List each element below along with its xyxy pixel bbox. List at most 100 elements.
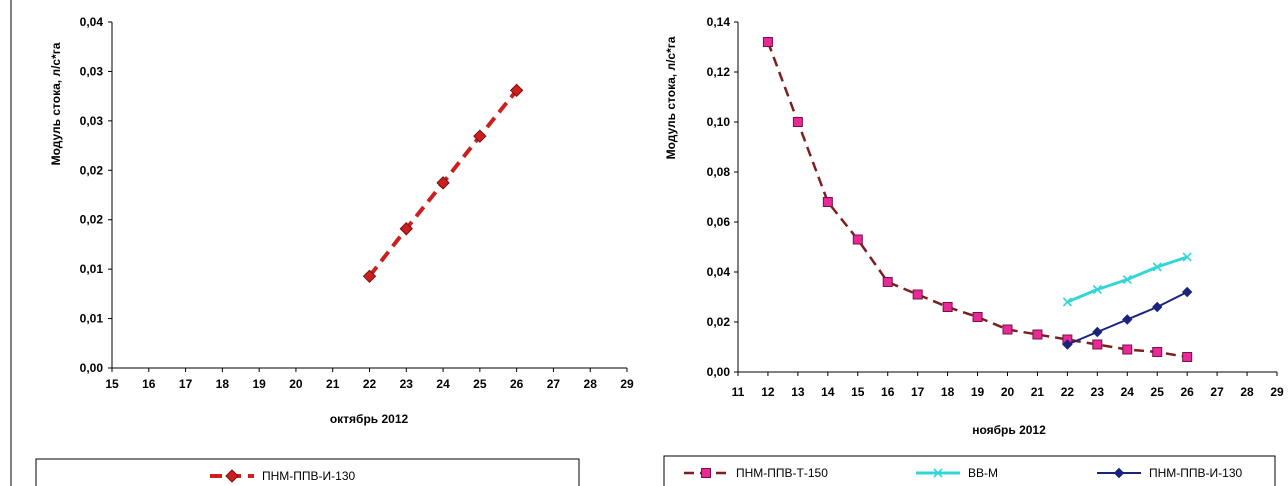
y-tick-label: 0,00 [707,365,731,379]
data-point [473,129,487,143]
data-point [1122,314,1133,325]
x-tick-label: 27 [547,377,561,391]
data-point [912,289,923,300]
data-point [882,277,893,287]
data-point [762,37,773,47]
y-tick-label: 0,08 [707,165,731,179]
x-tick-label: 26 [1180,385,1194,399]
x-tick-label: 16 [881,385,895,399]
x-tick-label: 15 [105,377,119,391]
series-group [362,83,524,284]
data-point [1122,274,1132,285]
x-tick-label: 25 [1151,385,1165,399]
data-point [792,117,803,127]
legend: ПНМ-ППВ-Т-150 ВВ-М ПНМ-ППВ-И-130 [684,466,1243,480]
x-tick-label: 28 [584,377,598,391]
y-tick-label: 0,03 [80,114,104,128]
y-tick-label: 0,10 [707,115,731,129]
x-tick-label: 27 [1210,385,1224,399]
x-tick-label: 24 [1121,385,1135,399]
data-point [1122,344,1133,355]
x-tick-label: 26 [510,377,524,391]
data-point [509,83,524,98]
data-point [852,234,863,245]
axes [734,21,1278,376]
chart-november: 0,00 0,02 0,04 0,06 0,08 0,10 0,12 0,14 11 12 13 1… [663,15,1284,486]
data-point [1181,286,1193,298]
data-point [1092,284,1102,295]
data-point [1182,252,1192,262]
y-tick-labels: 0,00 0,01 0,01 0,02 0,02 0,03 0,03 0,04 [80,15,104,375]
y-tick-label: 0,03 [80,64,104,78]
data-point [362,269,377,284]
y-tick-label: 0,14 [707,15,731,29]
x-tick-label: 13 [791,385,805,399]
x-tick-label: 12 [761,385,775,399]
x-tick-label: 17 [911,385,925,399]
x-tick-label: 16 [142,377,156,391]
x-tick-label: 18 [941,385,955,399]
series-ПНМ-ППВ-И-130 [1062,286,1193,350]
x-tick-label: 21 [326,377,340,391]
x-tick-label: 20 [1001,385,1015,399]
legend: ПНМ-ППВ-И-130 [210,469,356,483]
x-tick-labels: 15 16 17 18 19 20 21 22 23 24 25 26 27 28 29 [105,377,634,391]
legend-swatch-marker [933,468,943,478]
data-point [822,197,833,207]
data-point [1002,324,1013,335]
y-axis-title: Модуль стока, л/с*га [664,36,678,159]
x-tick-label: 14 [821,385,835,399]
y-tick-labels: 0,00 0,02 0,04 0,06 0,08 0,10 0,12 0,14 [707,15,731,379]
data-point [1092,339,1103,350]
x-axis-title: ноябрь 2012 [972,423,1046,437]
y-tick-label: 0,06 [707,215,731,229]
y-axis-title: Модуль стока, л/с*га [49,42,63,165]
legend-entry: ВВ-М [916,466,998,480]
y-tick-label: 0,12 [707,65,731,79]
x-axis-title: октябрь 2012 [330,412,409,426]
data-point [972,312,983,322]
legend-entry: ПНМ-ППВ-И-130 [210,469,356,483]
x-tick-label: 19 [252,377,266,391]
x-tick-label: 29 [1270,385,1284,399]
y-tick-label: 0,04 [707,265,731,279]
data-point [436,176,450,190]
y-tick-label: 0,02 [707,315,731,329]
data-point [942,302,953,312]
x-tick-labels: 11 12 13 14 15 16 17 18 19 20 21 22 23 24 25 26 27 28 29 [732,385,1284,399]
legend-box [663,455,1276,486]
x-tick-label: 11 [732,385,745,399]
x-tick-label: 23 [400,377,414,391]
axes [108,21,628,372]
legend-swatch-marker [701,468,711,478]
legend-label: ПНМ-ППВ-И-130 [262,469,356,483]
x-tick-label: 29 [620,377,634,391]
x-tick-label: 15 [851,385,865,399]
y-tick-label: 0,02 [80,163,104,177]
legend-box [35,458,580,486]
legend-label: ПНМ-ППВ-И-130 [1149,466,1243,480]
y-tick-label: 0,00 [80,361,104,375]
data-point [1092,326,1103,338]
x-tick-label: 18 [216,377,230,391]
x-tick-label: 20 [289,377,303,391]
x-tick-label: 25 [473,377,487,391]
x-tick-label: 22 [363,377,377,391]
data-point [1062,339,1073,350]
legend-swatch-marker [1113,467,1125,479]
series-ПНМ-ППВ-Т-150 [762,37,1193,362]
x-tick-label: 22 [1061,385,1075,399]
y-tick-label: 0,01 [80,312,104,326]
data-point [1152,347,1163,357]
x-tick-label: 17 [179,377,193,391]
legend-label: ПНМ-ППВ-Т-150 [736,466,828,480]
data-point [1032,329,1043,340]
data-point [1182,352,1193,362]
y-tick-label: 0,04 [80,15,104,29]
legend-swatch-marker [225,469,239,483]
x-tick-label: 21 [1031,385,1045,399]
y-tick-label: 0,01 [80,262,104,276]
legend-entry: ПНМ-ППВ-Т-150 [684,466,828,480]
legend-entry: ПНМ-ППВ-И-130 [1097,466,1243,480]
